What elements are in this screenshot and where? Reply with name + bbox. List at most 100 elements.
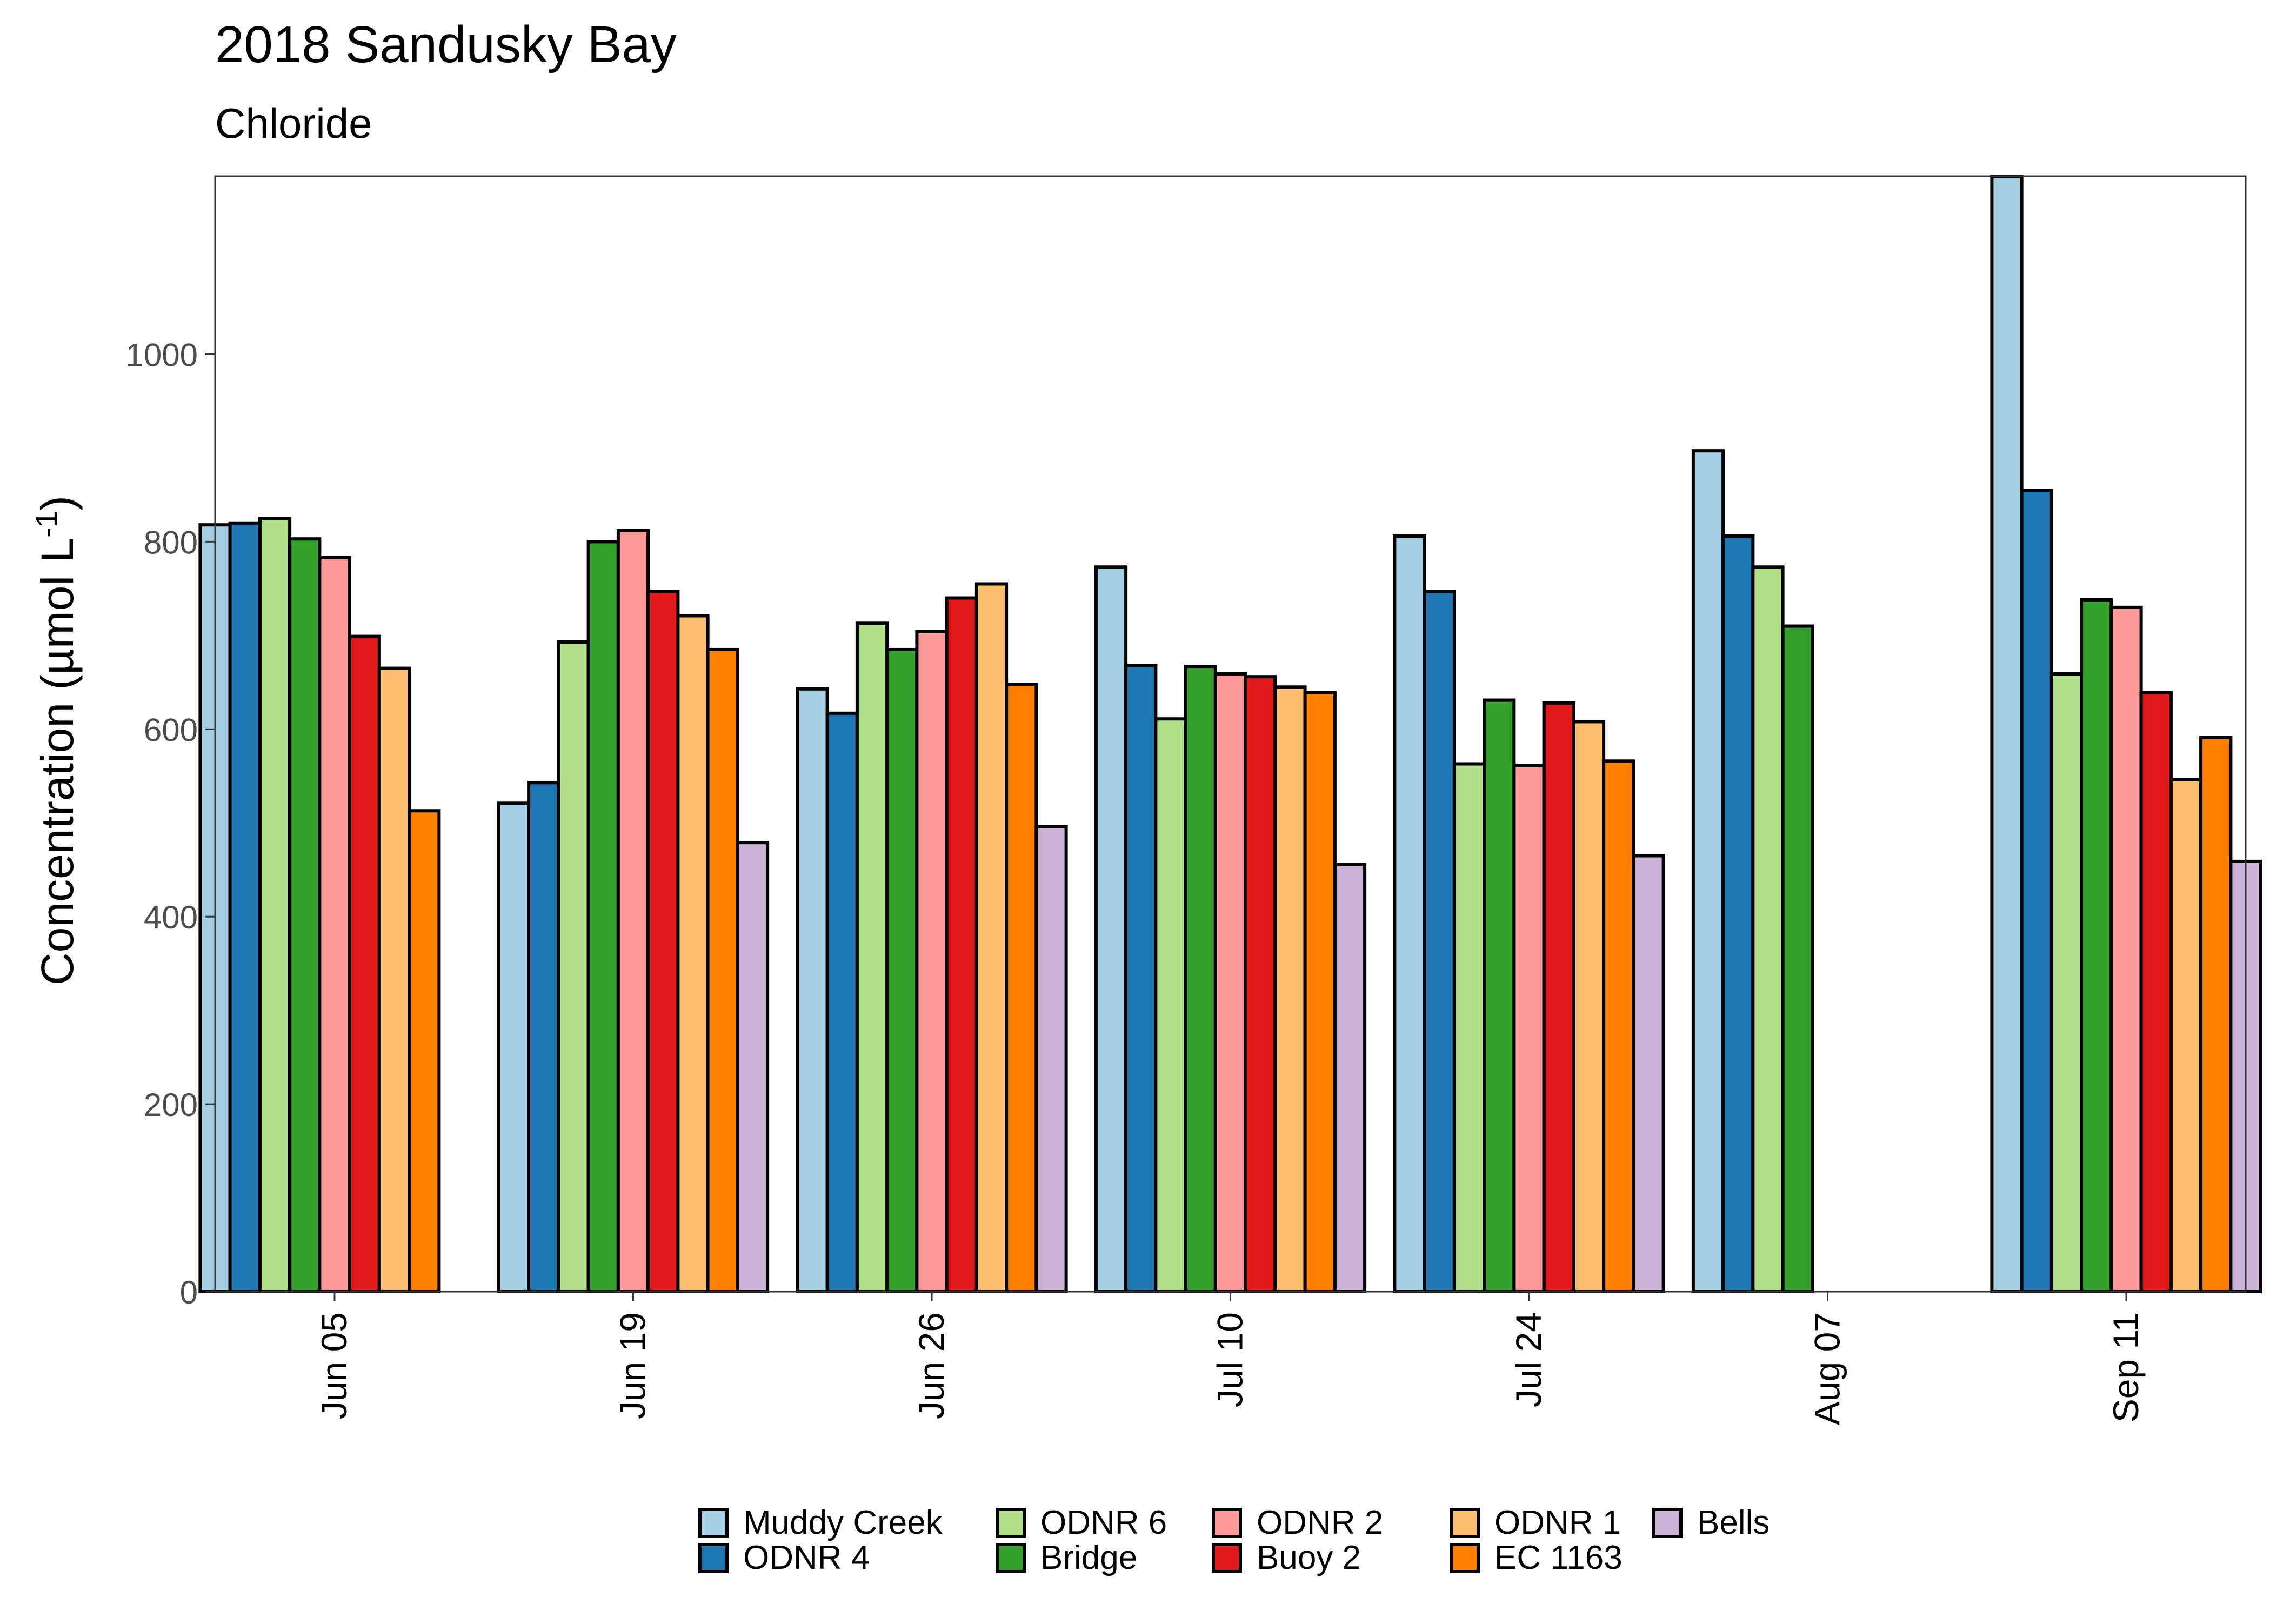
bar-odnr-1-4	[1572, 720, 1606, 1293]
bar-buoy-2-1	[646, 590, 680, 1293]
bar-odnr-6-1	[557, 640, 590, 1293]
legend-label: Bells	[1697, 1504, 1770, 1541]
chart-subtitle: Chloride	[215, 99, 372, 147]
y-tick-label: 400	[144, 899, 198, 935]
bar-bridge-4	[1483, 698, 1516, 1293]
legend-item-odnr-2: ODNR 2	[1212, 1504, 1383, 1541]
bar-odnr-1-1	[676, 614, 710, 1293]
bar-bridge-2	[885, 647, 919, 1293]
y-tick-label: 0	[180, 1274, 198, 1311]
bar-bells-4	[1632, 854, 1665, 1293]
legend-item-muddy-creek: Muddy Creek	[698, 1504, 943, 1541]
y-axis-title-end: )	[32, 496, 83, 511]
legend-item-odnr-1: ODNR 1	[1450, 1504, 1621, 1541]
chart-title: 2018 Sandusky Bay	[215, 16, 677, 73]
bar-muddy-creek-3	[1094, 565, 1128, 1293]
bar-bridge-3	[1184, 665, 1217, 1293]
bar-buoy-2-4	[1542, 701, 1575, 1293]
bar-odnr-2-1	[616, 529, 650, 1293]
bar-ec-1163-6	[2199, 736, 2233, 1293]
bar-odnr-1-6	[2169, 778, 2203, 1293]
bar-ec-1163-1	[706, 647, 739, 1293]
legend-key	[1450, 1508, 1480, 1538]
bar-odnr-6-6	[2049, 672, 2084, 1293]
legend-key	[698, 1543, 729, 1573]
bar-odnr-2-3	[1213, 672, 1247, 1293]
legend-item-bells: Bells	[1652, 1504, 1770, 1541]
bar-muddy-creek-1	[497, 801, 531, 1293]
bar-odnr-4-3	[1124, 664, 1158, 1293]
bar-odnr-4-5	[1721, 534, 1755, 1293]
bar-ec-1163-0	[408, 809, 441, 1293]
legend-item-odnr-4: ODNR 4	[698, 1539, 870, 1576]
bar-muddy-creek-4	[1393, 534, 1426, 1293]
legend-label: ODNR 6	[1040, 1504, 1167, 1541]
x-tick-label: Jul 24	[1508, 1312, 1548, 1407]
legend-key	[996, 1508, 1026, 1538]
legend-key	[698, 1508, 729, 1538]
bar-muddy-creek-2	[796, 687, 829, 1293]
bar-odnr-6-3	[1154, 717, 1187, 1293]
y-tick-label: 600	[144, 712, 198, 748]
x-tick-label: Sep 11	[2106, 1312, 2146, 1422]
bar-odnr-2-4	[1512, 764, 1546, 1293]
bar-bells-1	[736, 841, 770, 1293]
bar-bells-2	[1034, 825, 1068, 1293]
bar-bells-3	[1333, 863, 1367, 1293]
bar-odnr-4-2	[825, 711, 859, 1293]
plot-area	[198, 175, 2262, 1294]
bar-odnr-6-2	[855, 621, 889, 1293]
legend-item-odnr-6: ODNR 6	[996, 1504, 1167, 1541]
y-axis-title: Concentration (µmol L-1)	[29, 496, 83, 985]
bar-odnr-6-0	[258, 517, 292, 1294]
x-tick-label: Aug 07	[1807, 1312, 1847, 1425]
legend-label: EC 1163	[1494, 1539, 1623, 1576]
bar-odnr-4-1	[527, 781, 560, 1293]
legend-label: ODNR 2	[1257, 1504, 1383, 1541]
legend-item-buoy-2: Buoy 2	[1212, 1539, 1361, 1576]
bar-buoy-2-0	[348, 634, 381, 1293]
bar-ec-1163-3	[1303, 691, 1337, 1293]
legend-label: Buoy 2	[1257, 1539, 1361, 1576]
legend-label: ODNR 4	[743, 1539, 870, 1576]
x-tick-label: Jun 19	[613, 1312, 653, 1419]
legend-label: Muddy Creek	[743, 1504, 943, 1541]
bar-ec-1163-4	[1602, 759, 1635, 1294]
legend-key	[1652, 1508, 1683, 1538]
x-tick-label: Jun 26	[911, 1312, 951, 1419]
y-tick-label: 200	[144, 1087, 198, 1123]
bar-muddy-creek-5	[1691, 449, 1725, 1294]
x-tick-label: Jul 10	[1210, 1312, 1250, 1407]
bar-ec-1163-2	[1005, 683, 1038, 1293]
bar-bridge-1	[586, 540, 620, 1294]
bar-odnr-1-0	[377, 666, 411, 1293]
legend-key	[1450, 1543, 1480, 1573]
bar-odnr-6-4	[1452, 762, 1486, 1293]
bar-muddy-creek-6	[1990, 175, 2024, 1293]
bar-buoy-2-6	[2139, 691, 2173, 1293]
bar-odnr-4-4	[1423, 590, 1456, 1293]
y-axis-title-superscript: -1	[29, 511, 63, 538]
legend-label: ODNR 1	[1494, 1504, 1621, 1541]
legend-item-bridge: Bridge	[996, 1539, 1137, 1576]
legend-item-ec-1163: EC 1163	[1450, 1539, 1623, 1576]
bar-odnr-1-3	[1273, 685, 1307, 1293]
legend-label: Bridge	[1040, 1539, 1137, 1576]
bar-odnr-2-0	[318, 556, 351, 1293]
bar-odnr-6-5	[1751, 565, 1785, 1293]
bar-odnr-4-0	[228, 521, 262, 1293]
bar-bridge-5	[1781, 624, 1814, 1293]
bar-bridge-6	[2080, 598, 2113, 1293]
bar-buoy-2-2	[945, 596, 978, 1293]
y-axis-title-text: Concentration (µmol L	[32, 538, 83, 985]
bar-odnr-2-2	[915, 630, 949, 1293]
axes: 0 200 400 600 800 1000 Jun 05 Jun 19 Jun 26 Jul 1…	[126, 175, 2247, 1425]
bar-odnr-4-6	[2020, 489, 2053, 1293]
legend-key	[996, 1543, 1026, 1573]
y-tick-label: 800	[144, 524, 198, 560]
bar-odnr-1-2	[974, 582, 1009, 1293]
legend-key	[1212, 1543, 1242, 1573]
